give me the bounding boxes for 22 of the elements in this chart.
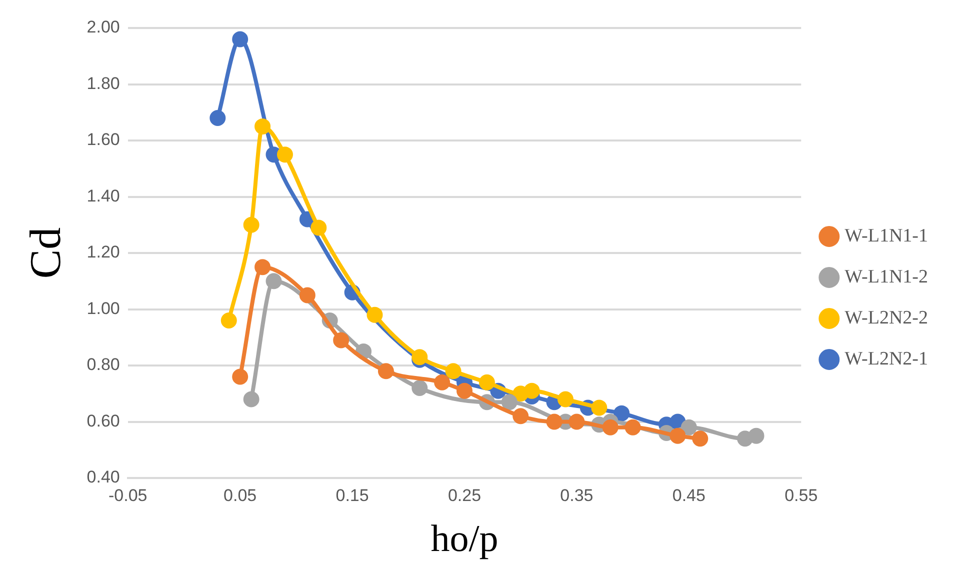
x-tick-label: 0.05 [224,486,257,505]
x-tick-label: 0.15 [336,486,369,505]
y-tick-label: 2.00 [86,18,120,37]
y-tick-label: 1.20 [86,242,120,262]
legend-label: W-L1N1-2 [844,266,928,288]
legend-label: W-L2N2-2 [844,307,928,328]
y-tick-label: 1.00 [86,298,120,318]
x-tick-label: 0.25 [448,486,482,505]
x-tick-label: 0.45 [672,486,706,505]
y-tick-label: 0.60 [86,411,120,430]
x-tick-label: 0.35 [560,486,594,505]
y-axis-title: Cd [20,227,70,279]
legend-label: W-L2N2-1 [844,348,928,370]
x-tick-label: 0.55 [784,486,818,505]
y-tick-label: 0.80 [86,355,120,374]
x-axis-title: ho/p [430,518,498,560]
x-tick-label: -0.05 [108,486,148,505]
y-tick-label: 0.40 [86,468,120,487]
y-tick-label: 1.60 [86,130,120,150]
legend-label: W-L1N1-1 [844,225,928,246]
y-tick-label: 1.40 [86,186,120,206]
y-tick-label: 1.80 [86,74,120,93]
